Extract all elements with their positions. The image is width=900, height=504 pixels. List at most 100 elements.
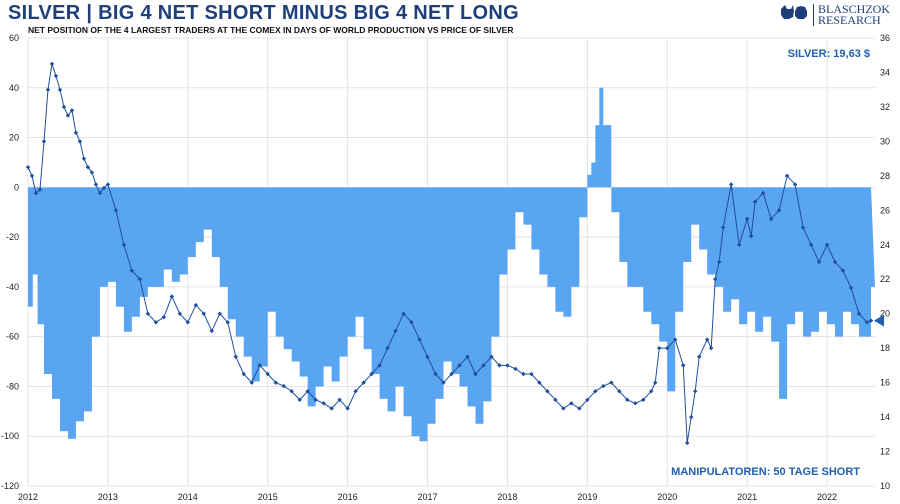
y-left-tick-label: -120 <box>1 481 19 491</box>
x-tick-label: 2016 <box>338 492 358 502</box>
price-marker <box>808 242 814 247</box>
price-marker <box>693 389 698 394</box>
price-marker <box>73 130 79 135</box>
price-marker <box>161 314 167 320</box>
price-marker <box>609 380 614 385</box>
price-marker <box>748 233 754 239</box>
brand-name: BLASCHZOK RESEARCH <box>812 2 890 26</box>
price-marker <box>657 345 662 351</box>
price-marker <box>297 397 302 403</box>
price-marker <box>337 397 342 403</box>
price-marker <box>241 371 246 377</box>
price-marker <box>673 337 678 342</box>
price-marker <box>832 259 838 265</box>
price-marker <box>61 104 67 110</box>
price-marker <box>81 156 87 161</box>
price-marker <box>217 311 222 316</box>
price-marker <box>393 328 398 334</box>
net-position-area-path <box>28 87 876 442</box>
price-marker <box>305 389 310 394</box>
price-marker <box>728 182 734 187</box>
price-marker <box>625 397 630 403</box>
y-left-tick-labels: 60 40 20 0 -20 -40 -60 -80 -100 -120 <box>1 33 19 491</box>
price-marker <box>457 363 462 368</box>
silver-price-label: SILVER: 19,63 $ <box>787 48 870 60</box>
price-marker <box>712 277 718 282</box>
y-left-tick-label: 60 <box>9 33 19 43</box>
y-left-tick-label: -20 <box>6 232 19 242</box>
y-right-tick-label: 28 <box>880 171 890 181</box>
price-marker <box>77 139 83 144</box>
price-marker <box>113 208 119 213</box>
price-marker <box>281 383 286 389</box>
price-marker <box>868 318 874 323</box>
price-marker <box>505 363 510 368</box>
y-right-tick-label: 36 <box>880 33 890 43</box>
price-marker <box>401 311 406 316</box>
price-marker <box>649 389 654 394</box>
price-marker <box>257 363 262 368</box>
price-marker <box>105 182 111 187</box>
price-marker <box>41 139 47 144</box>
y-right-tick-label: 30 <box>880 136 890 146</box>
price-marker <box>681 363 686 368</box>
price-marker <box>289 389 294 394</box>
price-marker <box>377 363 382 368</box>
price-marker <box>145 311 151 316</box>
chart-title: SILVER | BIG 4 NET SHORT MINUS BIG 4 NET… <box>8 2 519 24</box>
price-marker <box>489 354 494 359</box>
price-marker <box>816 259 822 265</box>
y-right-tick-label: 24 <box>880 240 890 250</box>
y-left-tick-label: -40 <box>6 282 19 292</box>
price-marker <box>29 173 35 179</box>
x-tick-label: 2013 <box>98 492 118 502</box>
price-marker <box>369 371 374 377</box>
brand-line-1: BLASCHZOK <box>817 2 890 16</box>
price-marker <box>720 225 726 230</box>
brand-logo: BLASCHZOK RESEARCH <box>779 2 890 28</box>
x-tick-label: 2018 <box>497 492 517 502</box>
x-tick-label: 2012 <box>18 492 38 502</box>
manipulatoren-label: MANIPULATOREN: 50 TAGE SHORT <box>671 466 860 478</box>
price-marker <box>33 190 39 196</box>
price-marker <box>209 328 214 334</box>
price-marker <box>561 406 566 411</box>
price-marker <box>201 311 206 316</box>
price-marker <box>601 383 606 389</box>
price-marker <box>792 182 798 187</box>
y-left-tick-label: 40 <box>9 83 19 93</box>
price-marker <box>685 440 690 446</box>
price-marker <box>433 371 438 377</box>
x-tick-label: 2020 <box>657 492 677 502</box>
price-marker <box>641 397 646 403</box>
y-right-tick-label: 26 <box>880 205 890 215</box>
price-marker <box>137 277 143 282</box>
y-right-tick-label: 12 <box>880 447 890 457</box>
price-marker <box>93 182 99 187</box>
x-tick-label: 2017 <box>418 492 438 502</box>
x-tick-labels: 2012 2013 2014 2015 2016 2017 2018 2019 2020 2021… <box>18 492 837 502</box>
price-marker <box>45 87 51 92</box>
price-marker <box>417 337 422 342</box>
y-right-tick-label: 14 <box>880 412 890 422</box>
y-right-tick-label: 22 <box>880 274 890 284</box>
price-marker <box>784 173 790 179</box>
price-marker <box>840 268 846 273</box>
price-marker <box>848 285 854 291</box>
price-marker <box>53 73 59 79</box>
price-marker <box>361 380 366 385</box>
price-marker <box>537 380 542 385</box>
price-marker <box>353 389 358 394</box>
price-marker <box>129 268 135 273</box>
price-marker <box>617 389 622 394</box>
price-marker <box>585 397 590 403</box>
price-marker <box>169 294 175 299</box>
price-marker <box>57 87 63 92</box>
price-marker <box>329 406 334 411</box>
price-marker <box>760 190 766 196</box>
y-left-tick-label: -60 <box>6 332 19 342</box>
price-marker <box>521 371 526 377</box>
price-marker <box>225 320 230 325</box>
price-marker <box>529 371 534 377</box>
